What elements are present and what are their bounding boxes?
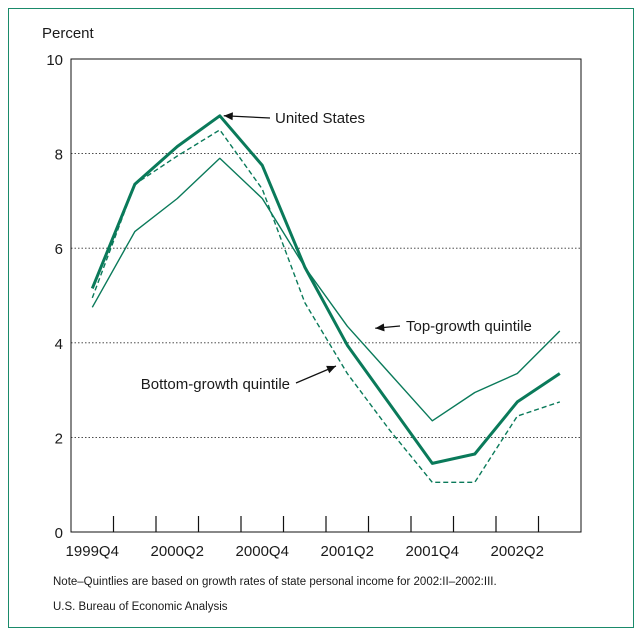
gridlines xyxy=(71,153,581,438)
annotation-label: Bottom-growth quintile xyxy=(141,376,290,393)
x-tick-label: 1999Q4 xyxy=(66,543,119,560)
plot-area xyxy=(70,58,582,533)
y-tick-label: 10 xyxy=(46,52,63,69)
y-tick-labels: 0 2 4 6 8 10 xyxy=(46,52,63,542)
series-lines xyxy=(90,114,561,483)
annotation-arrow xyxy=(295,365,337,384)
annotation-arrow xyxy=(375,323,401,332)
series-line-bottom-growth-quintile xyxy=(91,129,561,483)
y-tick-label: 4 xyxy=(55,336,63,353)
annotation-label: Top-growth quintile xyxy=(406,318,532,335)
x-tick-label: 2001Q2 xyxy=(321,543,374,560)
annotation-arrow xyxy=(223,112,271,121)
arrow-head xyxy=(326,365,336,374)
x-ticks xyxy=(112,516,540,532)
annotation-label: United States xyxy=(275,110,365,127)
footnote: Note–Quintlies are based on growth rates… xyxy=(53,576,497,588)
annotations: United States Top-growth quintile Bottom-g… xyxy=(141,110,532,393)
y-tick-label: 6 xyxy=(55,241,63,258)
y-tick-label: 2 xyxy=(55,430,63,447)
x-tick-label: 2000Q2 xyxy=(151,543,204,560)
series-line-top-growth-quintile xyxy=(91,157,561,422)
arrow-head xyxy=(375,323,385,332)
x-tick-label: 2002Q2 xyxy=(491,543,544,560)
arrow-head xyxy=(223,112,233,121)
series-line-united-states xyxy=(90,114,561,465)
x-tick-labels: 1999Q4 2000Q2 2000Q4 2001Q2 2001Q4 2002Q2 xyxy=(66,543,544,560)
x-tick-label: 2000Q4 xyxy=(236,543,289,560)
y-tick-label: 0 xyxy=(55,525,63,542)
source-note: U.S. Bureau of Economic Analysis xyxy=(53,601,228,613)
y-axis-label: Percent xyxy=(42,25,95,42)
y-tick-label: 8 xyxy=(55,147,63,164)
x-tick-label: 2001Q4 xyxy=(406,543,459,560)
